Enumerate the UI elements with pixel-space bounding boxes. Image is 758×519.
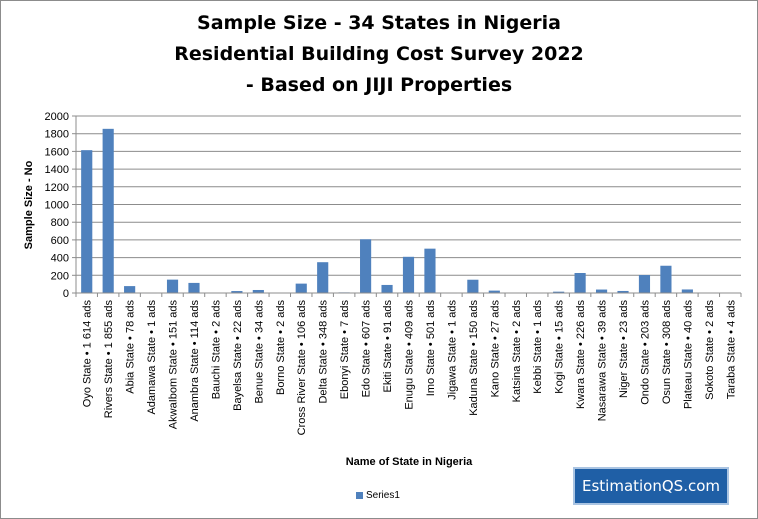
bars <box>81 128 736 294</box>
bar <box>252 289 264 293</box>
x-tick-label: Cross River State • 106 ads <box>296 300 308 436</box>
x-tick-label: Plateau State • 40 ads <box>682 300 694 410</box>
x-tick-label: Niger State • 23 ads <box>618 300 630 399</box>
x-tick-label: Ondo State • 203 ads <box>639 300 651 405</box>
bar <box>424 248 436 293</box>
x-tick-label: AkwaIbom State • 151 ads <box>168 300 180 430</box>
brand-badge: EstimationQS.com <box>573 467 729 505</box>
x-tick-label: Nasarawa State • 39 ads <box>597 300 609 422</box>
x-tick-label: Jigawa State • 1 ads <box>446 300 458 400</box>
x-tick-label: Rivers State • 1 855 ads <box>103 300 115 419</box>
x-tick-label: Kwara State • 226 ads <box>575 300 587 410</box>
x-tick-label: Adamawa State • 1 ads <box>146 300 158 415</box>
bar <box>595 289 608 293</box>
x-tick-label: Delta State • 348 ads <box>318 300 330 404</box>
x-tick-label: Sokoto State • 2 ads <box>704 300 716 400</box>
x-tick-label: Bauchi State • 2 ads <box>210 300 222 400</box>
bar <box>660 265 672 293</box>
y-tick-label: 2000 <box>45 111 69 123</box>
x-tick-label: Anambra State • 114 ads <box>189 300 201 422</box>
legend-swatch <box>356 492 363 499</box>
x-tick-label: Katsina State • 2 ads <box>511 300 523 403</box>
bar <box>488 290 500 293</box>
y-tick-label: 200 <box>51 270 69 282</box>
chart-title-line-3: - Based on JIJI Properties <box>245 74 513 96</box>
x-tick-label: Borno State • 2 ads <box>275 300 287 395</box>
bar <box>402 256 415 293</box>
y-tick-label: 1600 <box>45 146 69 158</box>
x-axis-label: Name of State in Nigeria <box>346 456 473 468</box>
chart-title-line-1: Sample Size - 34 States in Nigeria <box>197 12 561 34</box>
bar <box>81 150 93 293</box>
x-tick-label: Imo State • 501 ads <box>425 300 437 397</box>
x-tick-label: Ekiti State • 91 ads <box>382 300 394 393</box>
bar <box>188 282 200 293</box>
y-tick-labels: 0 200 400 600 800 1000 1200 1400 1600 1800 2000 <box>45 111 69 300</box>
x-tick-label: Ebonyi State • 7 ads <box>339 300 351 400</box>
x-tick-label: Oyo State • 1 614 ads <box>82 300 94 408</box>
bar <box>467 279 479 293</box>
x-tick-label: Abia State • 78 ads <box>125 300 137 394</box>
x-tick-label: Kebbi State • 1 ads <box>532 300 544 394</box>
y-tick-label: 1400 <box>45 164 69 176</box>
x-tick-label: Kogi State • 15 ads <box>554 300 566 394</box>
bar <box>231 291 243 293</box>
y-tick-label: 1800 <box>45 129 69 141</box>
y-tick-label: 400 <box>51 253 69 265</box>
x-tick-label: Benue State • 34 ads <box>253 300 265 404</box>
bar <box>102 128 114 293</box>
y-axis-label: Sample Size - No <box>23 160 35 249</box>
bar <box>317 262 329 293</box>
bar <box>360 239 372 293</box>
bar <box>638 275 651 293</box>
y-tick-label: 1200 <box>45 182 69 194</box>
x-tick-label: Kaduna State • 150 ads <box>468 300 480 416</box>
x-tick-label: Osun State • 308 ads <box>661 300 673 405</box>
x-tick-labels: Oyo State • 1 614 ads Rivers State • 1 85… <box>75 293 742 436</box>
x-tick-label: Bayelsa State • 22 ads <box>232 300 244 411</box>
x-tick-label: Kano State • 27 ads <box>489 300 501 398</box>
bar <box>553 291 565 293</box>
x-tick-label: Taraba State • 4 ads <box>725 300 737 400</box>
y-tick-label: 600 <box>51 235 69 247</box>
bar <box>681 289 693 293</box>
x-tick-label: Edo State • 607 ads <box>361 300 373 398</box>
bar <box>295 283 307 293</box>
x-tick-label: Enugu State • 409 ads <box>404 300 416 410</box>
bar <box>381 284 393 293</box>
legend: Series1 <box>356 490 400 501</box>
bar <box>124 286 136 293</box>
y-tick-label: 800 <box>51 217 69 229</box>
bar <box>617 290 629 293</box>
y-tick-label: 1000 <box>45 200 69 212</box>
legend-label: Series1 <box>366 490 400 501</box>
y-tick-label: 0 <box>63 288 69 300</box>
chart-title-line-2: Residential Building Cost Survey 2022 <box>174 43 584 65</box>
bar <box>166 279 179 293</box>
bar <box>574 272 586 293</box>
